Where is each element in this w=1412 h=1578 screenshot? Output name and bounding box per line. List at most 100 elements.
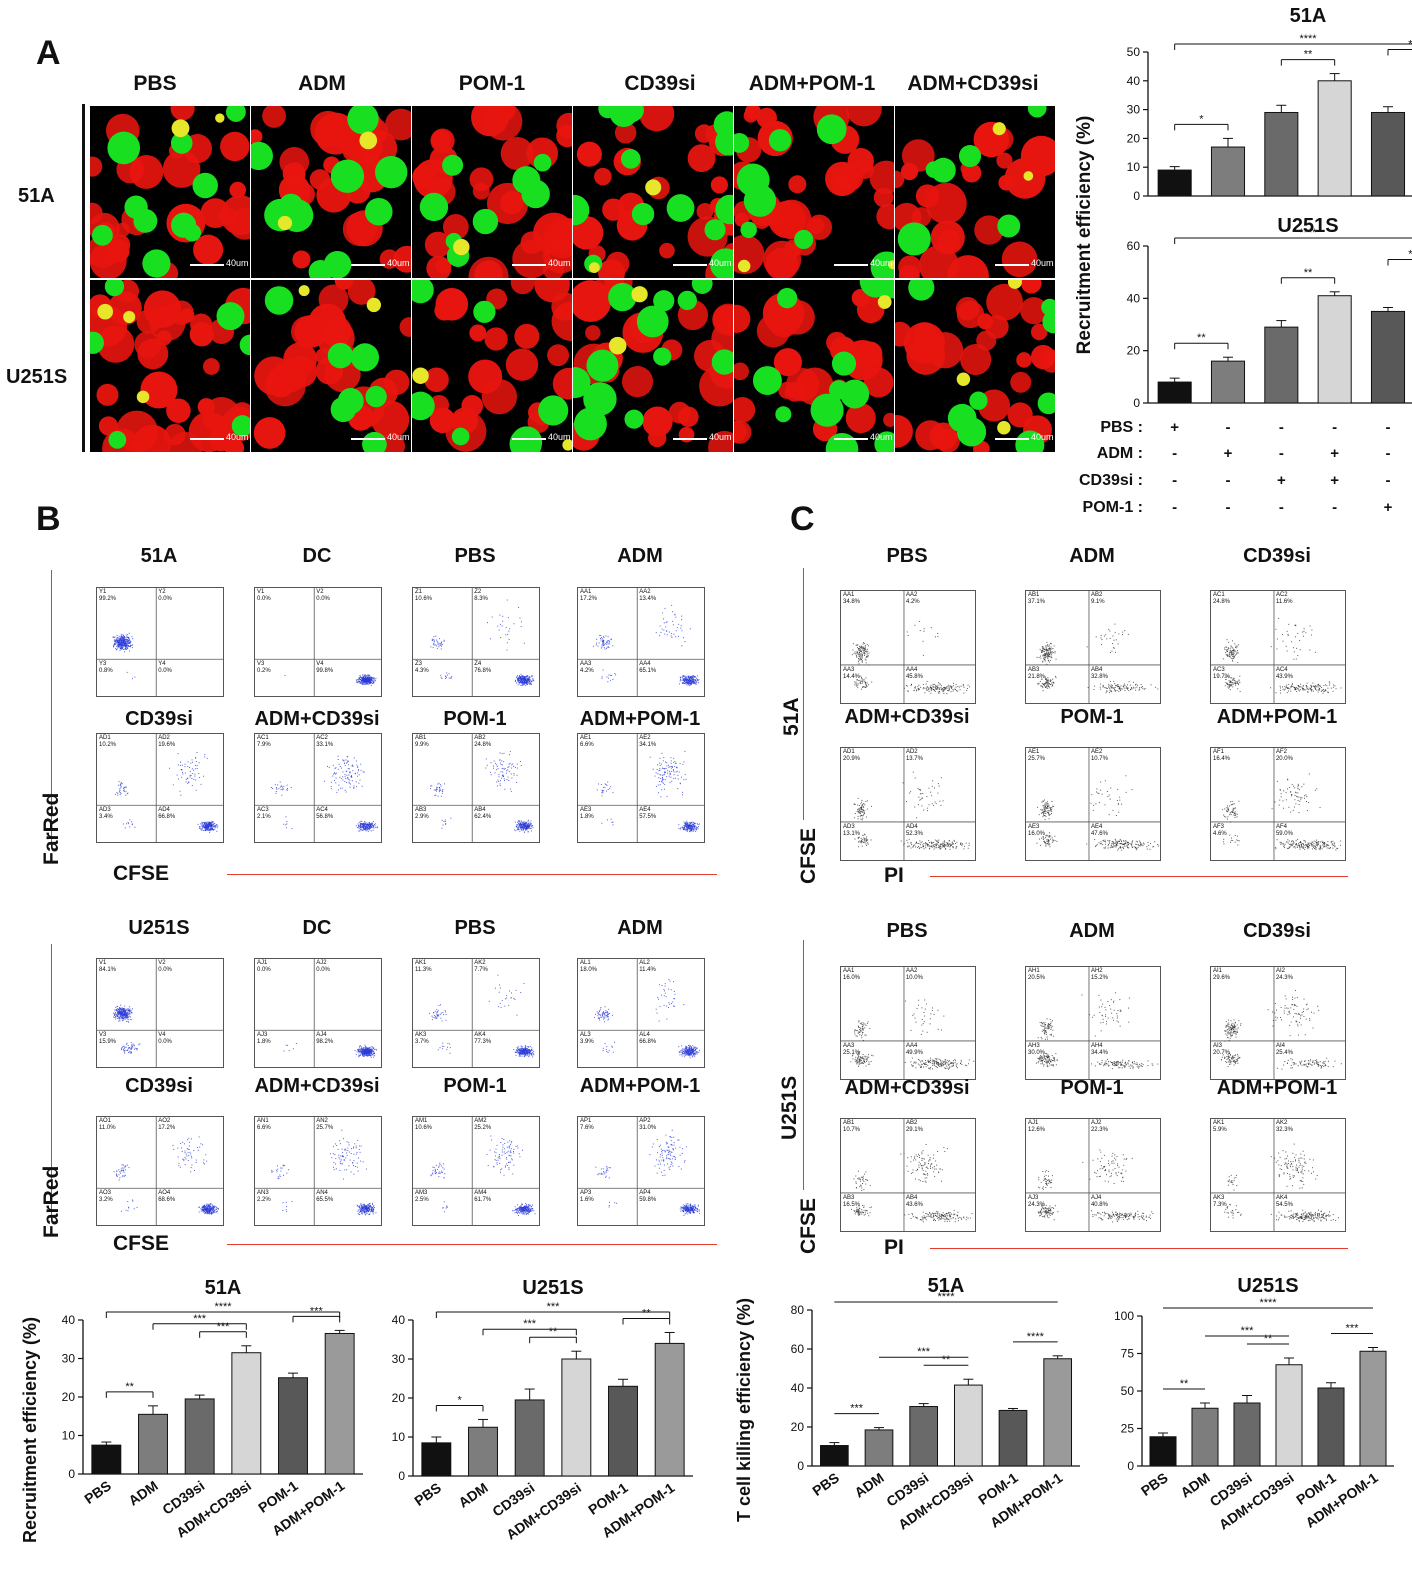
panel-b-flow-plot: Z1 10.6% Z2 8.3% Z3 4.3% Z4 76.8% [412,587,540,697]
quadrant-label: AK4 54.5% [1275,1194,1293,1208]
quadrant-label: AE1 6.6% [580,735,594,748]
quadrant-label: AA1 17.2% [580,589,598,602]
quadrant-label: V1 84.1% [99,960,117,973]
significance-bracket: **** [1013,1331,1058,1343]
chart-title: 51A [205,1277,242,1299]
treatment-sign: - [1332,419,1337,436]
chart-title: U251S [1277,215,1338,237]
red-cell [756,107,777,129]
red-cell [1001,241,1038,278]
green-cell [538,395,569,426]
bar [608,1385,638,1477]
quadrant-label: Y1 99.2% [99,589,117,602]
panel-c-flow-plot: AE1 25.7% AE2 10.7% AE3 16.0% AE4 47.6% [1025,747,1161,861]
quadrant-label: AK1 11.3% [415,960,432,973]
green-cell [897,222,931,256]
x-axis-label: PI [884,1236,904,1259]
red-cell [1016,352,1032,368]
quadrant-label: AK2 7.7% [474,960,488,973]
flow-plot-title: ADM+POM-1 [1216,1077,1338,1099]
scale-bar-label: 40um [226,258,249,268]
red-cell [202,358,220,375]
yellow-cell [888,260,894,270]
micrograph-image: 40um [412,106,572,278]
panel-c-flow-plot: AK1 5.9% AK2 32.3% AK3 7.3% AK4 54.5% [1210,1118,1346,1232]
quadrant-label: AL1 18.0% [580,960,598,973]
green-cell [1042,310,1055,334]
red-cell [642,406,673,437]
quadrant-label: AD2 19.6% [158,735,176,748]
significance-bracket: ** [923,1354,969,1366]
red-cell [947,255,989,278]
significance-bracket: *** [834,1403,879,1415]
red-cell [710,176,728,194]
green-cell [583,382,617,416]
red-cell [573,216,604,250]
green-cell [810,393,844,427]
red-cell [734,304,751,333]
red-cell [856,295,885,324]
red-cell [279,147,310,177]
quadrant-label: AE4 47.6% [1090,823,1108,837]
significance-label: * [458,1394,463,1406]
flow-plot-title: POM-1 [1060,1077,1124,1099]
micrograph-image: 40um [734,280,894,452]
quadrant-label: AP3 1.6% [580,1190,594,1204]
quadrant-label: AB4 32.8% [1090,666,1108,680]
red-cell [734,396,756,423]
quadrant-label: AC3 19.7% [1213,666,1231,680]
y-tick-label: 75 [1121,1347,1135,1361]
panel-c-flow-plot: AI1 29.6% AI2 24.3% AI3 20.7% AI4 25.4% [1210,966,1346,1080]
quadrant-label: AH1 20.5% [1028,968,1046,981]
significance-label: **** [214,1301,232,1313]
flow-plot-title: U251S [128,917,190,939]
quadrant-label: AB4 62.4% [474,807,492,821]
red-cell [756,314,791,348]
flow-plot-title: CD39si [1243,545,1311,567]
green-cell [216,302,245,331]
green-cell [264,286,294,315]
red-cell [547,344,570,367]
green-cell [768,129,792,152]
quadrant-label: AB2 29.1% [905,1120,923,1133]
green-cell [775,406,792,423]
green-cell [473,300,496,323]
quadrant-label: AF2 20.0% [1275,749,1293,762]
green-cell [90,331,104,354]
quadrant-label: Z3 4.3% [415,661,429,675]
x-tick-label: ADM+POM-1 [1302,1469,1380,1531]
panel-letter-a: A [36,34,61,72]
green-cell [1027,106,1047,118]
treatment-sign: - [1279,419,1284,436]
bar [1157,381,1192,404]
x-axis-label: CFSE [113,862,170,885]
yellow-cell [359,131,378,150]
yellow-cell [366,297,382,313]
scale-bar [351,438,385,440]
quadrant-label: AC1 24.8% [1213,592,1231,605]
flow-plot-title: PBS [454,917,496,939]
significance-bracket: * [1174,113,1229,131]
green-cell [350,343,380,372]
red-cell [900,162,919,181]
red-cell [134,330,162,358]
scale-bar-label: 40um [709,432,732,442]
green-cell [653,347,672,366]
yellow-cell [737,259,751,273]
bar [1233,1402,1261,1467]
y-tick-label: 100 [1114,1309,1134,1323]
red-cell [166,398,191,423]
green-cell [412,280,434,304]
quadrant-label: AI4 25.4% [1275,1042,1293,1056]
scale-bar [190,438,224,440]
red-cell [510,280,535,295]
red-cell [976,330,997,351]
yellow-cell [992,122,1006,136]
green-cell [170,132,193,154]
quadrant-label: AJ3 24.3% [1028,1194,1046,1208]
quadrant-label: AK3 3.7% [415,1032,429,1046]
treatment-sign: - [1386,445,1391,462]
quadrant-label: AP2 31.0% [639,1118,657,1131]
green-cell [573,194,590,226]
